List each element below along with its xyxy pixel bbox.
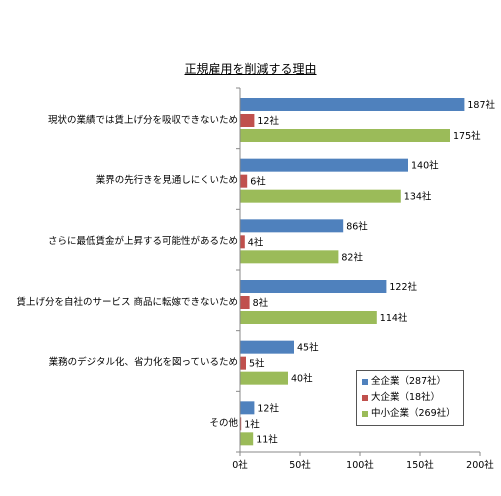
x-tick-label: 200社: [466, 459, 494, 471]
data-label: 12社: [257, 115, 279, 127]
data-label: 175社: [453, 130, 481, 142]
x-tick-label: 100社: [346, 459, 374, 471]
data-label: 40社: [291, 373, 313, 385]
legend-label-sme: 中小企業（269社）: [371, 408, 456, 419]
data-label: 12社: [257, 402, 279, 414]
bar: [240, 417, 242, 431]
bar: [240, 371, 288, 385]
legend-swatch-large: [362, 394, 368, 401]
bar: [240, 432, 254, 446]
bar: [240, 280, 387, 293]
category-label: 業界の先行きを見通しにくいため: [95, 175, 238, 187]
data-label: 86社: [346, 220, 368, 232]
bar: [240, 250, 339, 264]
data-label: 140社: [411, 160, 439, 172]
bar: [240, 235, 245, 249]
category-label: 賃上げ分を自社のサービス 商品に転嫁できないため: [16, 296, 238, 308]
bar: [240, 296, 250, 309]
legend-swatch-all: [362, 378, 368, 385]
bar: [240, 114, 255, 127]
bar: [240, 340, 294, 354]
category-label: 業務のデジタル化、省力化を図っているため: [48, 357, 238, 369]
bar: [240, 401, 255, 415]
bar: [240, 158, 408, 172]
bar: [240, 174, 248, 188]
bar: [240, 189, 401, 203]
x-tick-label: 0社: [232, 459, 248, 471]
legend-label-all: 全企業（287社）: [371, 376, 447, 387]
legend-swatch-sme: [362, 410, 368, 417]
data-label: 4社: [248, 236, 264, 248]
data-label: 114社: [380, 312, 408, 324]
category-label: 現状の業績では賃上げ分を吸収できないため: [47, 114, 238, 126]
data-label: 5社: [249, 358, 265, 370]
legend-item-large: 大企業（18社）: [362, 390, 458, 406]
category-label: さらに最低賃金が上昇する可能性があるため: [47, 235, 238, 247]
legend-label-large: 大企業（18社）: [371, 392, 441, 403]
data-label: 187社: [467, 99, 495, 111]
data-label: 1社: [244, 418, 260, 430]
data-label: 122社: [389, 281, 417, 293]
bar: [240, 311, 377, 324]
data-label: 6社: [250, 176, 266, 188]
category-label: その他: [209, 417, 238, 429]
bar: [240, 98, 465, 111]
data-label: 134社: [404, 191, 432, 203]
legend-item-sme: 中小企業（269社）: [362, 406, 458, 422]
chart-title: 正規雇用を削減する理由: [184, 62, 317, 76]
bar: [240, 356, 246, 370]
legend-item-all: 全企業（287社）: [362, 374, 458, 390]
legend: 全企業（287社） 大企業（18社） 中小企業（269社）: [356, 370, 464, 426]
bar: [240, 129, 450, 142]
x-tick-label: 50社: [289, 459, 311, 471]
x-tick-label: 150社: [406, 459, 434, 471]
data-label: 8社: [253, 297, 269, 309]
data-label: 11社: [256, 433, 278, 445]
data-label: 45社: [297, 342, 319, 354]
bar: [240, 219, 344, 233]
data-label: 82社: [341, 251, 363, 263]
